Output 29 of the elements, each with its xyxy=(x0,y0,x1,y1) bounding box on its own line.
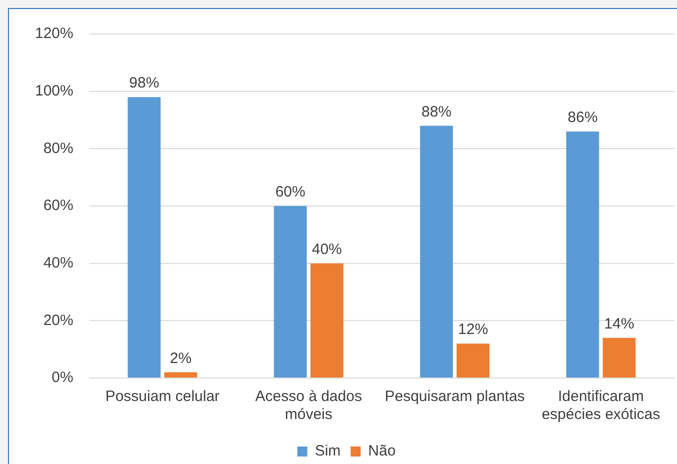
y-tick-label: 20% xyxy=(43,312,74,329)
bar xyxy=(602,338,636,378)
data-label: 98% xyxy=(129,74,160,92)
x-tick-label: Pesquisaram plantas xyxy=(384,388,525,406)
bar xyxy=(566,131,600,378)
legend-label: Sim xyxy=(314,442,341,460)
bar xyxy=(420,126,453,378)
data-label: 12% xyxy=(458,321,488,338)
bar xyxy=(128,97,161,378)
y-tick-label: 120% xyxy=(34,25,74,42)
data-label: 2% xyxy=(170,350,192,367)
data-label: 40% xyxy=(312,240,342,258)
y-tick-label: 40% xyxy=(43,254,74,272)
x-tick-label: Possuiam celular xyxy=(105,388,220,406)
data-label: 88% xyxy=(421,103,452,120)
bar xyxy=(274,206,307,378)
bar xyxy=(164,372,198,378)
y-tick-label: 60% xyxy=(43,197,74,214)
y-tick-label: 80% xyxy=(43,140,74,157)
x-tick-label: Acesso à dados móveis xyxy=(255,388,362,424)
bar xyxy=(456,344,490,378)
x-tick-label: Identificaram espécies exóticas xyxy=(542,388,660,424)
legend-label: Não xyxy=(368,442,396,460)
data-label: 60% xyxy=(275,184,306,201)
data-label: 86% xyxy=(568,109,598,126)
bar xyxy=(310,263,344,378)
y-tick-label: 100% xyxy=(34,82,74,100)
y-tick-label: 0% xyxy=(52,369,74,386)
data-label: 14% xyxy=(604,316,634,333)
